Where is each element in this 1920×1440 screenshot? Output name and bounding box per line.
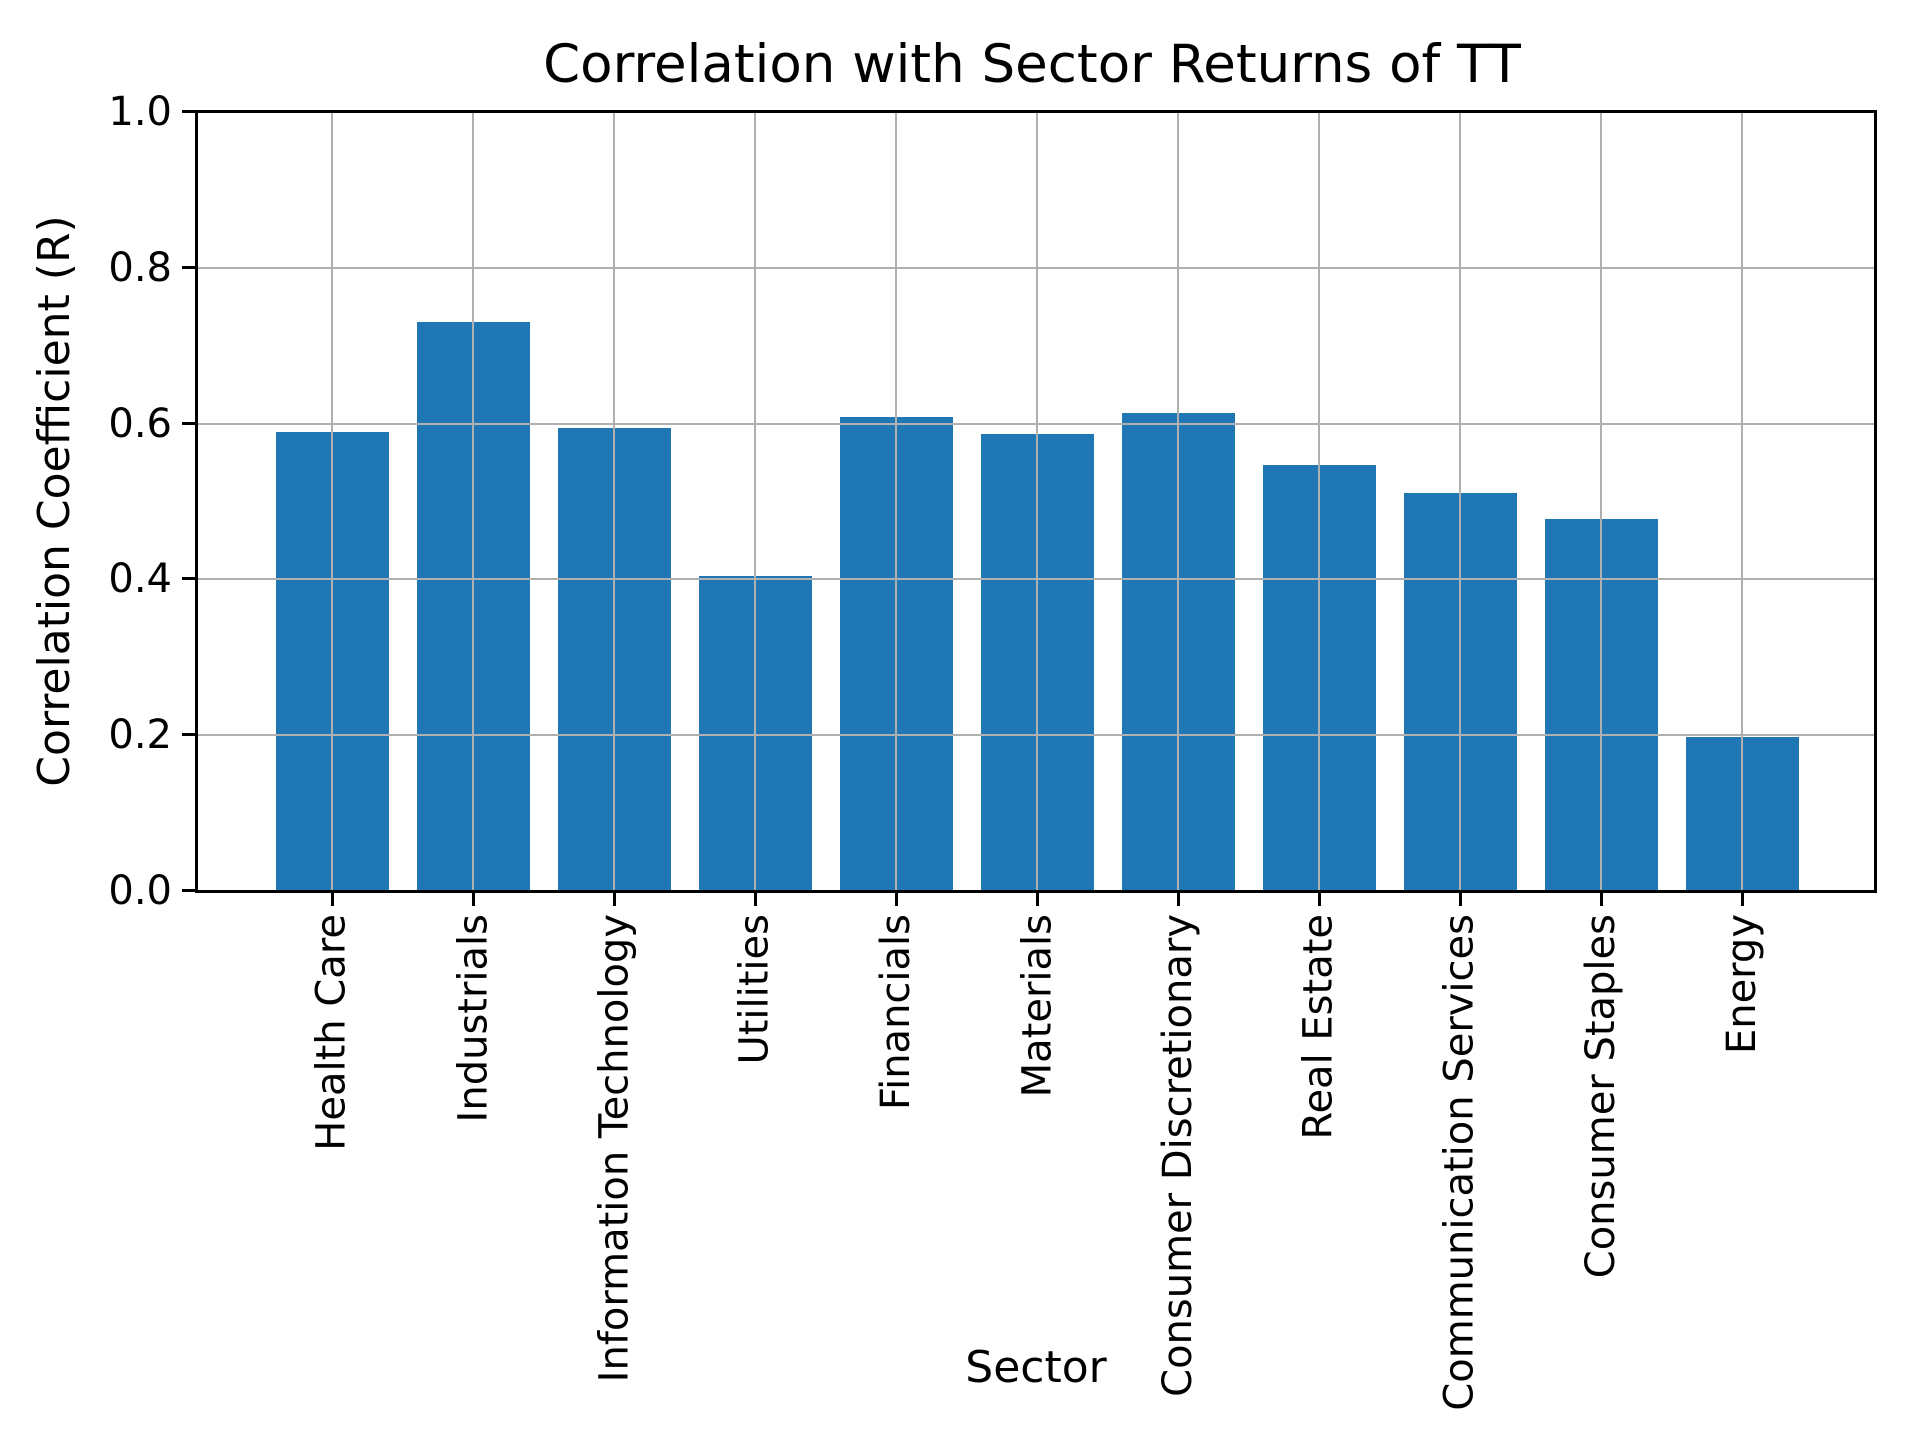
- x-tick-mark: [472, 893, 475, 906]
- x-tick-mark: [613, 893, 616, 906]
- x-tick-mark: [1036, 893, 1039, 906]
- gridline-vertical: [1318, 112, 1320, 891]
- x-tick-mark: [1318, 893, 1321, 906]
- y-tick-mark: [182, 733, 195, 736]
- x-tick-label-consumer-staples: Consumer Staples: [1578, 914, 1624, 1279]
- y-tick-label: 0.4: [108, 556, 172, 602]
- x-tick-label-information-technology: Information Technology: [591, 914, 637, 1383]
- y-tick-mark: [182, 110, 195, 113]
- x-tick-mark: [1741, 893, 1744, 906]
- spine-top: [195, 110, 1877, 113]
- x-tick-label-financials: Financials: [873, 914, 919, 1110]
- gridline-vertical: [754, 112, 756, 891]
- y-tick-label: 0.6: [108, 401, 172, 447]
- y-axis-label: Correlation Coefficient (R): [29, 215, 80, 787]
- gridline-horizontal: [197, 267, 1875, 269]
- x-tick-mark: [331, 893, 334, 906]
- y-tick-label: 0.0: [108, 868, 172, 914]
- gridline-horizontal: [197, 734, 1875, 736]
- x-tick-mark: [1600, 893, 1603, 906]
- gridline-horizontal: [197, 423, 1875, 425]
- y-tick-mark: [182, 889, 195, 892]
- gridline-horizontal: [197, 578, 1875, 580]
- chart-title: Correlation with Sector Returns of TT: [543, 34, 1521, 95]
- spine-left: [195, 110, 198, 893]
- gridline-vertical: [613, 112, 615, 891]
- x-tick-label-communication-services: Communication Services: [1437, 914, 1483, 1411]
- x-axis-label: Sector: [965, 1342, 1107, 1393]
- x-tick-mark: [1177, 893, 1180, 906]
- y-tick-label: 0.2: [108, 712, 172, 758]
- gridline-vertical: [895, 112, 897, 891]
- gridline-vertical: [1177, 112, 1179, 891]
- x-tick-label-industrials: Industrials: [450, 914, 496, 1123]
- y-tick-label: 1.0: [108, 89, 172, 135]
- y-tick-mark: [182, 577, 195, 580]
- x-tick-label-real-estate: Real Estate: [1296, 914, 1342, 1140]
- gridline-vertical: [1036, 112, 1038, 891]
- gridline-vertical: [331, 112, 333, 891]
- x-tick-label-utilities: Utilities: [732, 914, 778, 1065]
- y-tick-mark: [182, 422, 195, 425]
- x-tick-mark: [1459, 893, 1462, 906]
- x-tick-mark: [754, 893, 757, 906]
- gridline-vertical: [1741, 112, 1743, 891]
- spine-right: [1874, 110, 1877, 893]
- y-tick-label: 0.8: [108, 245, 172, 291]
- spine-bottom: [195, 890, 1877, 893]
- gridline-vertical: [1459, 112, 1461, 891]
- gridline-vertical: [472, 112, 474, 891]
- x-tick-label-materials: Materials: [1014, 914, 1060, 1098]
- gridline-vertical: [1600, 112, 1602, 891]
- x-tick-label-consumer-discretionary: Consumer Discretionary: [1155, 914, 1201, 1397]
- x-tick-mark: [895, 893, 898, 906]
- x-tick-label-energy: Energy: [1719, 914, 1765, 1055]
- x-tick-label-health-care: Health Care: [309, 914, 355, 1151]
- y-tick-mark: [182, 266, 195, 269]
